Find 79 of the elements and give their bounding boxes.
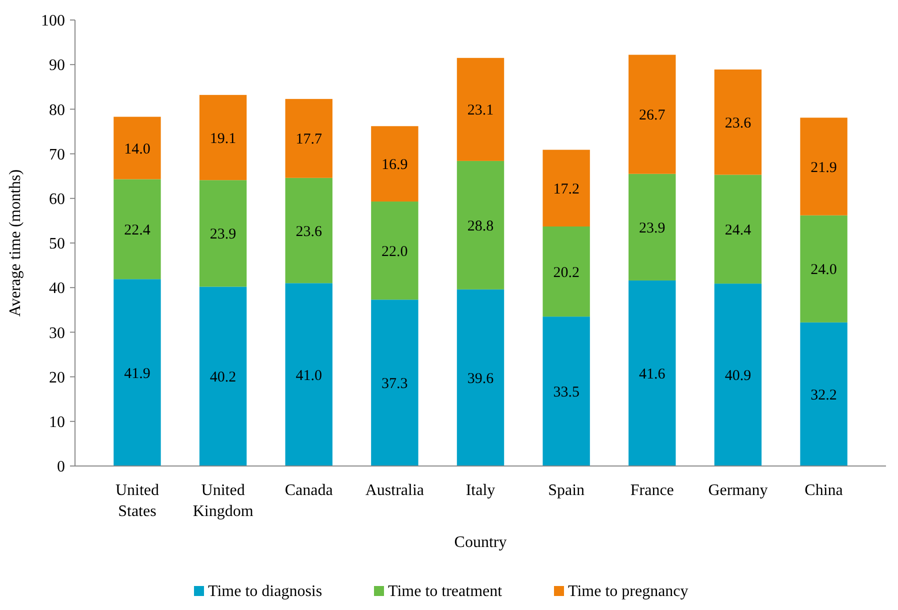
bar: [628, 54, 676, 174]
data-label: 23.9: [210, 226, 236, 243]
x-tick-label: Australia: [365, 482, 424, 499]
data-label: 28.8: [467, 218, 494, 234]
x-axis-title: Country: [454, 534, 507, 551]
data-label: 14.0: [124, 141, 150, 158]
legend-label: Time to diagnosis: [208, 583, 322, 600]
bar: [371, 202, 418, 300]
data-label: 23.9: [639, 220, 666, 236]
y-tick-label: 100: [41, 12, 65, 30]
x-tick-label: Italy: [466, 482, 496, 499]
x-tick-label: Canada: [284, 482, 333, 499]
bar: [285, 178, 332, 284]
bar: [800, 215, 848, 322]
data-label: 23.1: [467, 102, 494, 119]
bar: [285, 283, 332, 466]
bar: [114, 116, 161, 180]
bar: [199, 286, 247, 466]
data-label: 23.6: [724, 115, 752, 132]
bar: [628, 174, 676, 280]
data-label: 24.4: [724, 222, 752, 238]
y-tick-label: 60: [49, 191, 65, 208]
y-tick-label: 30: [49, 324, 65, 342]
x-tick-label: Germany: [708, 482, 768, 499]
data-label: 20.2: [553, 264, 580, 281]
data-label: 19.1: [210, 130, 236, 147]
data-label: 39.6: [467, 370, 494, 387]
bar: [542, 316, 590, 466]
bar: [199, 94, 247, 180]
data-label: 17.2: [553, 181, 580, 198]
bar: [542, 226, 590, 317]
bar: [800, 118, 848, 216]
data-label: 41.6: [639, 366, 666, 382]
bar: [628, 280, 676, 466]
x-tick-label: United Kingdom: [192, 482, 254, 520]
data-label: 22.0: [382, 244, 408, 260]
bar: [285, 98, 332, 178]
x-tick-label: France: [630, 482, 674, 499]
bar: [114, 179, 161, 280]
bar: [714, 70, 762, 175]
data-label: 40.2: [210, 370, 236, 386]
y-tick-label: 0: [57, 458, 65, 476]
data-label: 23.6: [296, 224, 322, 240]
data-label: 41.0: [296, 368, 322, 384]
bar: [456, 160, 504, 290]
data-label: 21.9: [810, 160, 837, 176]
y-tick-label: 20: [49, 369, 65, 386]
data-label: 40.9: [724, 368, 752, 384]
bar: [714, 174, 762, 284]
bar: [199, 180, 247, 287]
data-label: 41.9: [124, 366, 150, 382]
legend-label: Time to treatment: [388, 583, 503, 600]
y-tick-label: 90: [49, 57, 65, 74]
bar: [456, 58, 504, 161]
bar: [456, 289, 504, 466]
bar: [542, 150, 590, 226]
data-label: 16.9: [382, 157, 408, 174]
data-label: 22.4: [124, 222, 151, 238]
bar: [114, 279, 161, 466]
y-tick-label: 10: [49, 414, 65, 431]
data-label: 24.0: [810, 262, 837, 278]
x-tick-label: Spain: [548, 482, 585, 499]
bar: [371, 300, 418, 466]
bar: [371, 126, 418, 202]
data-label: 26.7: [639, 108, 666, 124]
data-label: 37.3: [382, 376, 408, 392]
y-tick-label: 70: [49, 146, 65, 164]
y-tick-label: 50: [49, 236, 65, 253]
y-tick-label: 40: [49, 280, 65, 298]
bar: [800, 322, 848, 466]
legend-label: Time to pregnancy: [568, 583, 688, 600]
y-axis-title: Average time (months): [7, 169, 24, 317]
data-label: 33.5: [553, 384, 580, 401]
x-tick-label: China: [804, 482, 843, 499]
x-tick-label: United States: [115, 482, 159, 520]
data-label: 17.7: [296, 132, 322, 148]
y-tick-label: 80: [49, 102, 65, 119]
bar: [714, 284, 762, 466]
data-label: 32.2: [810, 387, 837, 404]
